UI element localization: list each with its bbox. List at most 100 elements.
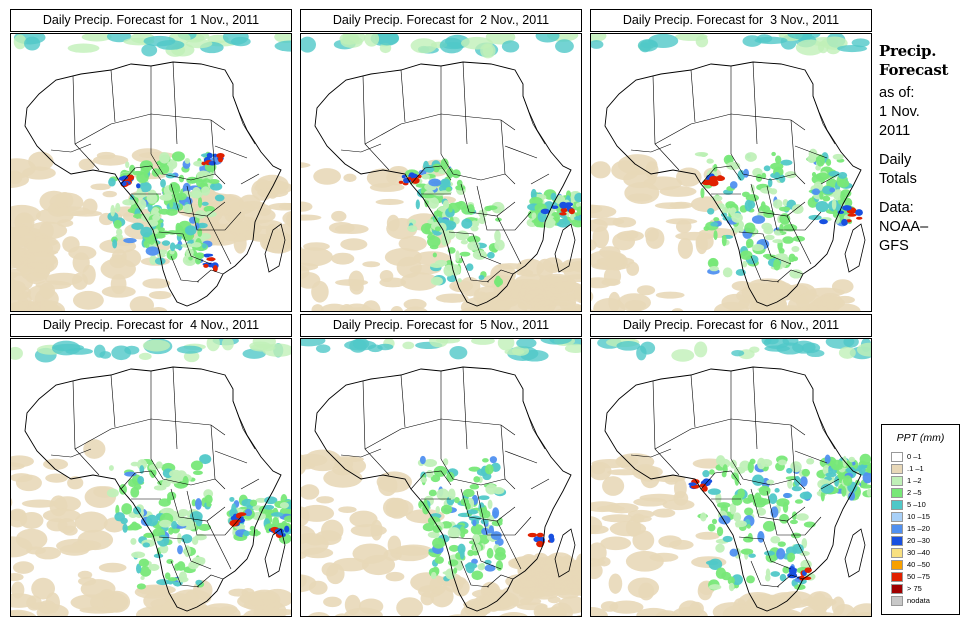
- precip-band-north: [837, 45, 868, 53]
- wet-precip-area: [139, 160, 153, 172]
- wet-precip-area: [264, 496, 278, 505]
- wet-precip-area: [734, 474, 740, 486]
- wet-precip-area: [202, 243, 207, 249]
- precip-band-north: [274, 40, 291, 52]
- light-precip-area: [257, 187, 289, 198]
- wet-precip-area: [729, 181, 738, 189]
- wet-precip-area: [486, 205, 498, 211]
- light-precip-area: [563, 261, 581, 280]
- country-border: [776, 269, 804, 283]
- legend-item: 30 –40: [891, 548, 957, 558]
- wet-precip-area: [815, 172, 830, 181]
- light-precip-area: [98, 562, 127, 573]
- legend-item: 50 –75: [891, 572, 957, 582]
- wet-precip-area: [461, 218, 473, 229]
- wet-precip-area: [468, 466, 481, 472]
- precip-band-north: [851, 38, 870, 48]
- country-border: [812, 95, 836, 145]
- light-precip-area: [11, 462, 25, 471]
- wet-precip-area: [748, 553, 756, 558]
- wet-precip-area: [773, 258, 781, 271]
- precip-band-north: [230, 36, 251, 47]
- light-precip-area: [301, 201, 313, 212]
- wet-precip-area: [430, 276, 443, 286]
- precip-band-north: [795, 39, 825, 56]
- wet-precip-area: [197, 227, 203, 237]
- light-precip-area: [807, 591, 833, 612]
- light-precip-area: [625, 230, 639, 239]
- wet-precip-area: [129, 164, 136, 174]
- light-precip-area: [142, 278, 171, 289]
- heavy-precip-core: [804, 567, 812, 573]
- wet-precip-area: [149, 255, 157, 266]
- country-border: [750, 488, 806, 522]
- wet-precip-area: [195, 256, 202, 265]
- light-precip-area: [576, 553, 581, 567]
- precip-band-north: [51, 340, 81, 356]
- light-precip-area: [636, 607, 671, 616]
- wet-precip-area: [180, 243, 195, 248]
- wet-precip-area: [455, 184, 466, 191]
- wet-precip-area: [459, 251, 471, 257]
- country-border: [170, 560, 200, 588]
- wet-precip-area: [828, 170, 840, 177]
- legend-item: 0 –1: [891, 452, 957, 462]
- heavy-precip-core: [551, 205, 559, 209]
- wet-precip-area: [477, 563, 486, 571]
- wet-precip-area: [471, 570, 484, 581]
- wet-precip-area: [492, 507, 500, 519]
- wet-precip-area: [445, 187, 452, 192]
- wet-precip-area: [862, 472, 871, 484]
- precip-band-north: [765, 339, 779, 345]
- wet-precip-area: [446, 471, 455, 482]
- light-precip-area: [601, 278, 621, 286]
- country-border: [240, 478, 260, 490]
- country-border: [150, 153, 216, 181]
- wet-precip-area: [742, 536, 754, 543]
- country-border: [448, 231, 502, 265]
- wet-precip-area: [138, 558, 150, 567]
- wet-precip-area: [791, 204, 804, 215]
- coastline: [24, 61, 282, 307]
- country-border: [340, 143, 382, 153]
- light-precip-area: [334, 223, 369, 235]
- wet-precip-area: [229, 496, 235, 502]
- precip-band-north: [301, 339, 326, 347]
- wet-precip-area: [164, 572, 171, 580]
- heavy-precip-core: [401, 174, 406, 179]
- wet-precip-area: [715, 492, 722, 505]
- wet-precip-area: [465, 263, 474, 272]
- wet-precip-area: [747, 461, 754, 473]
- wet-precip-area: [762, 520, 776, 532]
- wet-precip-area: [783, 492, 791, 499]
- precip-band-north: [787, 34, 821, 40]
- wet-precip-area: [107, 211, 119, 222]
- wet-precip-area: [842, 475, 853, 487]
- legend-label: > 75: [907, 584, 922, 593]
- country-border: [196, 269, 224, 283]
- wet-precip-area: [760, 187, 774, 194]
- light-precip-area: [326, 563, 345, 585]
- country-border: [440, 458, 506, 486]
- light-precip-area: [555, 308, 581, 311]
- country-border: [522, 95, 546, 145]
- light-precip-area: [591, 562, 603, 580]
- wet-precip-area: [491, 520, 503, 527]
- wet-precip-area: [722, 464, 728, 475]
- light-precip-area: [624, 299, 647, 311]
- precip-band-north: [764, 345, 791, 352]
- wet-precip-area: [789, 269, 803, 279]
- country-border: [812, 400, 836, 450]
- light-precip-area: [649, 552, 679, 562]
- wet-precip-area: [832, 209, 838, 218]
- heavy-precip-core: [704, 478, 713, 484]
- heavy-precip-core: [212, 153, 218, 158]
- wet-precip-area: [161, 240, 171, 246]
- wet-precip-area: [794, 499, 804, 504]
- legend-item: 10 –15: [891, 512, 957, 522]
- light-precip-area: [242, 609, 272, 616]
- wet-precip-area: [495, 547, 506, 557]
- light-precip-area: [302, 547, 334, 559]
- wet-precip-area: [195, 498, 202, 510]
- wet-precip-area: [757, 531, 765, 543]
